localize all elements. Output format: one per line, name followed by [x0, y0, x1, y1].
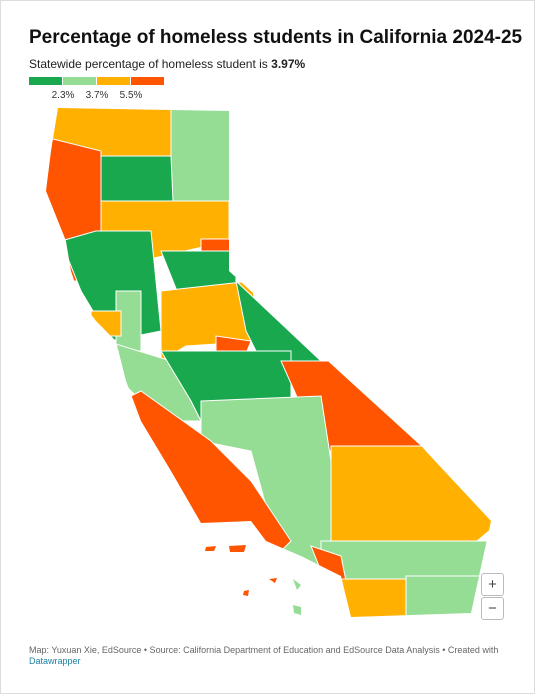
county: [340, 578, 407, 617]
zoom-in[interactable]: +: [481, 573, 504, 596]
subtitle: Statewide percentage of homeless student…: [29, 57, 305, 71]
island: [229, 545, 246, 552]
county: [100, 155, 174, 202]
zoom-out[interactable]: −: [481, 597, 504, 620]
island: [269, 578, 277, 583]
legend-label: 3.7%: [85, 90, 109, 101]
county: [405, 575, 491, 617]
title: Percentage of homeless students in Calif…: [29, 27, 523, 48]
island: [293, 605, 301, 615]
island: [293, 579, 301, 590]
legend-label: 2.3%: [51, 90, 75, 101]
county: [320, 540, 491, 582]
county: [170, 108, 242, 202]
credit: Map: Yuxuan Xie, EdSource • Source: Cali…: [29, 645, 499, 655]
subtitle-text: Statewide percentage of homeless student…: [29, 57, 272, 71]
datawrapper-link[interactable]: Datawrapper: [29, 656, 81, 666]
legend-swatch: [63, 77, 96, 85]
legend: 2.3% 3.7% 5.5%: [29, 77, 165, 103]
island: [205, 546, 216, 551]
island: [243, 590, 249, 596]
legend-swatch: [29, 77, 62, 85]
map: [46, 108, 491, 617]
legend-swatch: [131, 77, 164, 85]
subtitle-value: 3.97%: [271, 57, 306, 71]
county: [90, 310, 122, 337]
county: [235, 279, 323, 362]
county: [330, 445, 491, 547]
legend-swatch: [97, 77, 130, 85]
footer: Map: Yuxuan Xie, EdSource • Source: Cali…: [29, 645, 499, 667]
legend-label: 5.5%: [119, 90, 143, 101]
